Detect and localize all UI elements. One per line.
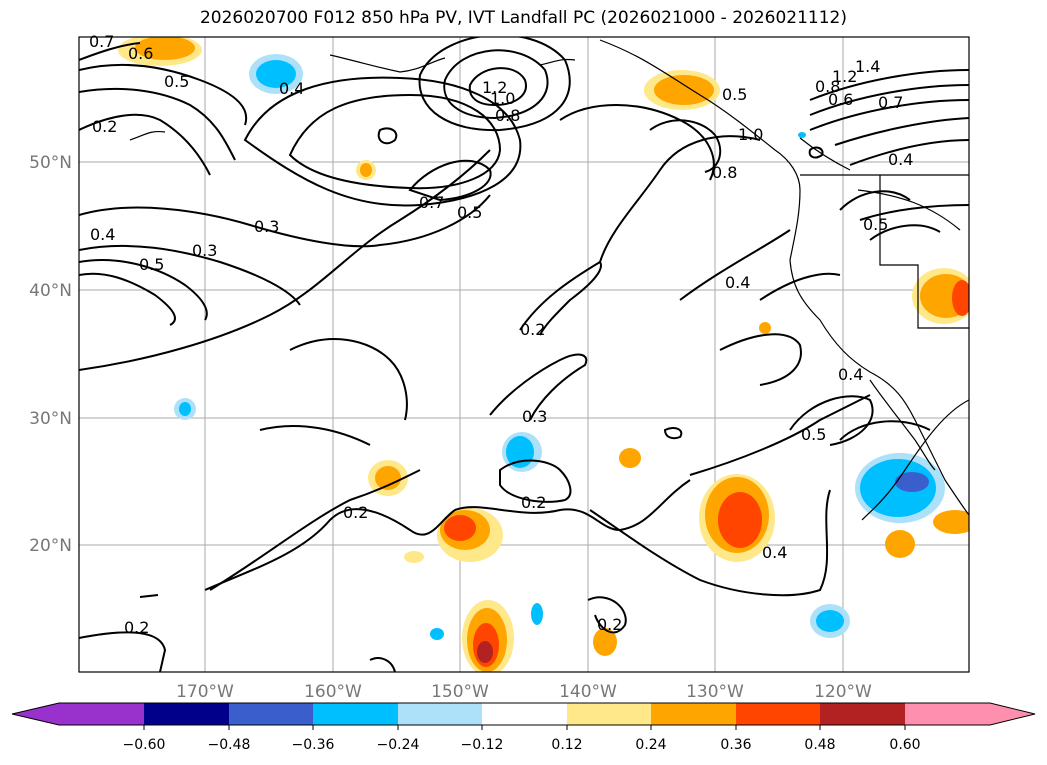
contour-label: 0.2	[520, 320, 545, 339]
colorbar-segment	[59, 703, 144, 725]
contour-label: 1.4	[855, 57, 880, 76]
colorbar-tick: 0.36	[720, 737, 751, 753]
lat-label: 40°N	[29, 281, 72, 301]
lat-axis-labels: 50°N 40°N 30°N 20°N	[29, 153, 72, 556]
lon-axis-labels: 170°W 160°W 150°W 140°W 130°W 120°W	[176, 682, 872, 702]
lat-label: 20°N	[29, 536, 72, 556]
lon-label: 170°W	[176, 682, 234, 702]
gridlines	[79, 37, 969, 672]
contour-label: 1.0	[490, 89, 515, 108]
lon-label: 120°W	[814, 682, 872, 702]
colorbar-segment	[229, 703, 313, 725]
contour-label: 0.2	[343, 503, 368, 522]
colorbar-tick: 0.12	[551, 737, 582, 753]
colorbar: −0.60 −0.48 −0.36 −0.24 −0.12 0.12 0.24 …	[11, 702, 1036, 753]
colorbar-segment	[651, 703, 736, 725]
contour-label: 0.4	[279, 79, 304, 98]
contour-label: 0.5	[863, 215, 888, 234]
contour-label: 0.2	[92, 117, 117, 136]
colorbar-segment	[398, 703, 482, 725]
colorbar-segment	[567, 703, 651, 725]
contour-label: 0.8	[495, 106, 520, 125]
lon-label: 150°W	[431, 682, 489, 702]
contour-label: 1.0	[738, 125, 763, 144]
contour-label: 1.2	[482, 78, 507, 97]
colorbar-tick: 0.24	[635, 737, 666, 753]
contour-label: 0.7	[89, 32, 114, 51]
colorbar-segment	[905, 703, 990, 725]
contour-labels: 0.7 0.6 0.5 0.4 0.2 1.2 1.0 0.8 0.7 0.5 …	[89, 32, 913, 637]
colorbar-extend-high	[990, 703, 1035, 725]
colorbar-outline	[11, 702, 1036, 726]
contour-label: 0.4	[90, 225, 115, 244]
contour-label: 0.5	[722, 85, 747, 104]
colorbar-segment	[736, 703, 820, 725]
colorbar-tick: −0.48	[208, 737, 251, 753]
contour-label: 0.3	[254, 217, 279, 236]
contour-label: 0.8	[815, 77, 840, 96]
contour-label: 0.5	[457, 203, 482, 222]
contour-label: 0.2	[521, 493, 546, 512]
contour-label: 0.6	[828, 90, 853, 109]
colorbar-tick: 0.60	[889, 737, 920, 753]
contour-label: 0.6	[128, 44, 153, 63]
contour-label: 0.4	[762, 543, 787, 562]
colorbar-segment	[313, 703, 398, 725]
lat-label: 50°N	[29, 153, 72, 173]
contour-label: 0.2	[124, 618, 149, 637]
colorbar-segment	[144, 703, 229, 725]
contour-label: 0.5	[164, 72, 189, 91]
lat-label: 30°N	[29, 409, 72, 429]
lon-label: 160°W	[304, 682, 362, 702]
colorbar-tick: 0.48	[804, 737, 835, 753]
contour-label: 0.7	[419, 193, 444, 212]
contour-label: 0.4	[838, 365, 863, 384]
colorbar-segment	[820, 703, 905, 725]
map-title: 2026020700 F012 850 hPa PV, IVT Landfall…	[199, 8, 847, 28]
contour-label: 0.4	[725, 273, 750, 292]
contour-label: 1.2	[832, 67, 857, 86]
colorbar-extend-low	[12, 703, 59, 725]
contour-label: 0.7	[878, 93, 903, 112]
coastlines	[129, 39, 969, 521]
colorbar-segment	[482, 703, 567, 725]
contour-label: 0.4	[888, 150, 913, 169]
map-area	[79, 37, 969, 672]
colorbar-tick: −0.60	[123, 737, 166, 753]
colorbar-tick: −0.24	[377, 737, 420, 753]
colorbar-tick: −0.12	[461, 737, 504, 753]
pv-contours	[79, 37, 969, 672]
pc-fill-positive	[118, 37, 969, 672]
contour-label: 0.8	[712, 163, 737, 182]
colorbar-tick: −0.36	[292, 737, 335, 753]
contour-label: 0.5	[801, 425, 826, 444]
lon-label: 130°W	[686, 682, 744, 702]
map-frame	[78, 36, 970, 673]
contour-label: 0.3	[192, 241, 217, 260]
lon-label: 140°W	[559, 682, 617, 702]
contour-label: 0.2	[597, 615, 622, 634]
contour-label: 0.3	[522, 407, 547, 426]
contour-label: 0.5	[139, 255, 164, 274]
